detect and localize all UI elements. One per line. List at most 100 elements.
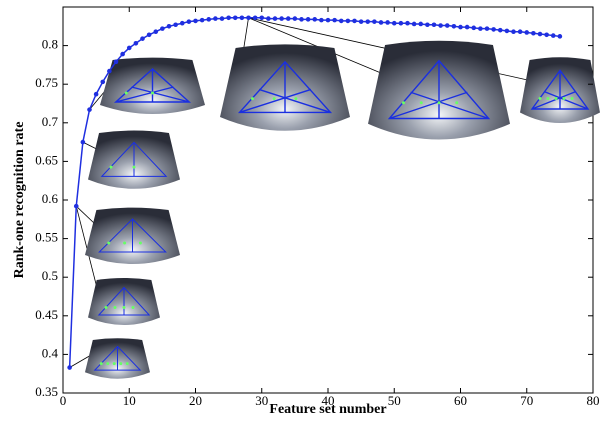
data-point <box>167 24 172 29</box>
feature-point <box>132 306 135 309</box>
data-point <box>240 16 245 21</box>
feature-point <box>294 97 297 100</box>
data-point <box>94 92 99 97</box>
feature-point <box>107 242 110 245</box>
data-point <box>279 16 284 21</box>
data-point <box>445 23 450 28</box>
y-tick-label: 0.45 <box>35 307 58 322</box>
data-point <box>180 21 185 26</box>
y-tick-label: 0.35 <box>35 384 58 399</box>
feature-point <box>105 306 108 309</box>
y-tick-label: 0.65 <box>35 152 58 167</box>
data-point <box>134 41 139 46</box>
data-point <box>531 31 536 36</box>
data-point <box>206 17 211 22</box>
x-tick-label: 80 <box>587 393 600 408</box>
data-point <box>160 26 165 31</box>
data-point <box>293 16 298 21</box>
data-point <box>193 19 198 24</box>
data-point <box>339 19 344 24</box>
data-point <box>505 29 510 34</box>
feature-point <box>126 362 129 365</box>
data-point <box>332 18 337 23</box>
data-point <box>140 36 145 41</box>
x-tick-label: 0 <box>60 393 67 408</box>
data-point <box>405 21 410 26</box>
feature-point <box>251 97 254 100</box>
x-tick-label: 50 <box>388 393 401 408</box>
data-point <box>359 19 364 24</box>
feature-point <box>125 92 128 95</box>
feature-point <box>114 306 117 309</box>
x-tick-label: 10 <box>123 393 136 408</box>
feature-point <box>547 97 550 100</box>
data-point <box>485 26 490 31</box>
feature-point <box>402 101 405 104</box>
data-point <box>346 19 351 24</box>
y-tick-label: 0.55 <box>35 230 58 245</box>
data-point <box>127 46 132 51</box>
feature-point <box>273 97 276 100</box>
feature-point <box>123 306 126 309</box>
feature-point <box>139 242 142 245</box>
data-point <box>524 30 529 35</box>
data-point <box>220 16 225 21</box>
feature-point <box>539 97 542 100</box>
y-tick-label: 0.4 <box>42 345 59 360</box>
data-point <box>412 22 417 27</box>
data-point <box>187 19 192 24</box>
data-point <box>438 23 443 28</box>
feature-point <box>110 166 113 169</box>
feature-point <box>113 362 116 365</box>
y-tick-label: 0.5 <box>42 268 58 283</box>
data-point <box>81 140 86 145</box>
data-point <box>286 16 291 21</box>
feature-point <box>438 101 441 104</box>
data-point <box>319 18 324 23</box>
data-point <box>418 22 423 27</box>
data-point <box>498 28 503 33</box>
data-point <box>511 29 516 34</box>
data-point <box>538 32 543 37</box>
y-axis-label: Rank-one recognition rate <box>12 122 27 279</box>
feature-point <box>133 166 136 169</box>
data-point <box>425 22 430 27</box>
data-point <box>365 19 370 24</box>
x-tick-label: 40 <box>322 393 335 408</box>
feature-point <box>563 97 566 100</box>
data-point <box>458 25 463 30</box>
feature-point <box>455 101 458 104</box>
data-point <box>312 17 317 22</box>
chart: Feature set number Rank-one recognition … <box>0 0 602 427</box>
x-tick-label: 30 <box>255 393 268 408</box>
y-tick-label: 0.75 <box>35 75 58 90</box>
data-point <box>253 16 258 21</box>
data-point <box>246 16 251 21</box>
feature-point <box>420 101 423 104</box>
data-point <box>87 107 92 112</box>
data-point <box>233 16 238 21</box>
data-point <box>518 29 523 34</box>
data-point <box>100 80 105 85</box>
data-point <box>120 52 125 57</box>
feature-point <box>123 242 126 245</box>
y-tick-label: 0.8 <box>42 37 58 52</box>
y-tick-label: 0.6 <box>42 191 59 206</box>
data-point <box>147 32 152 37</box>
data-point <box>326 18 331 23</box>
data-point <box>465 25 470 30</box>
data-point <box>266 16 271 21</box>
data-point <box>544 32 549 37</box>
x-tick-label: 70 <box>520 393 533 408</box>
x-tick-label: 20 <box>189 393 202 408</box>
feature-point <box>571 97 574 100</box>
data-point <box>392 21 397 26</box>
data-point <box>372 19 377 24</box>
insets <box>70 18 600 379</box>
data-point <box>551 33 556 38</box>
data-point <box>385 20 390 25</box>
data-point <box>107 69 112 74</box>
data-point <box>67 365 72 370</box>
data-point <box>379 20 384 25</box>
data-point <box>352 19 357 24</box>
